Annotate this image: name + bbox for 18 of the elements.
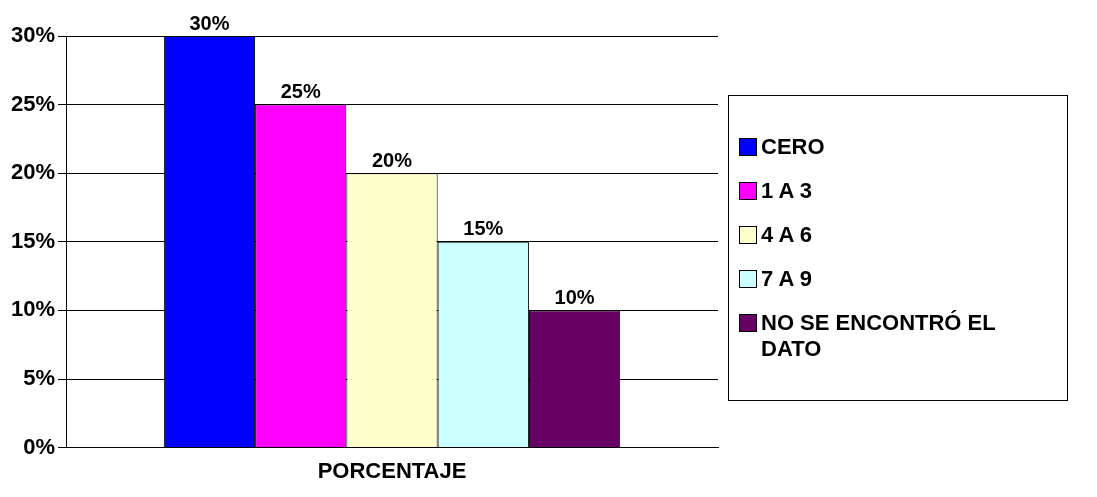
x-tick-label: PORCENTAJE (317, 457, 467, 483)
legend-label: NO SE ENCONTRÓ EL DATO (761, 310, 997, 362)
legend-label: 1 A 3 (761, 178, 812, 204)
y-tick-label: 20% (10, 159, 56, 185)
data-label: 10% (554, 285, 595, 308)
data-label: 25% (280, 80, 321, 103)
legend-label: CERO (761, 134, 825, 160)
legend-label: 4 A 6 (761, 222, 812, 248)
data-label: 20% (372, 148, 413, 171)
y-tick-label: 5% (23, 365, 56, 391)
y-tick-label: 30% (10, 22, 56, 48)
data-label: 15% (463, 217, 504, 240)
y-tick-label: 25% (10, 90, 56, 116)
y-tick-label: 10% (10, 296, 56, 322)
data-label: 30% (189, 11, 230, 34)
y-tick-label: 15% (10, 227, 56, 253)
legend-label: 7 A 9 (761, 266, 812, 292)
y-tick-label: 0% (23, 433, 56, 459)
